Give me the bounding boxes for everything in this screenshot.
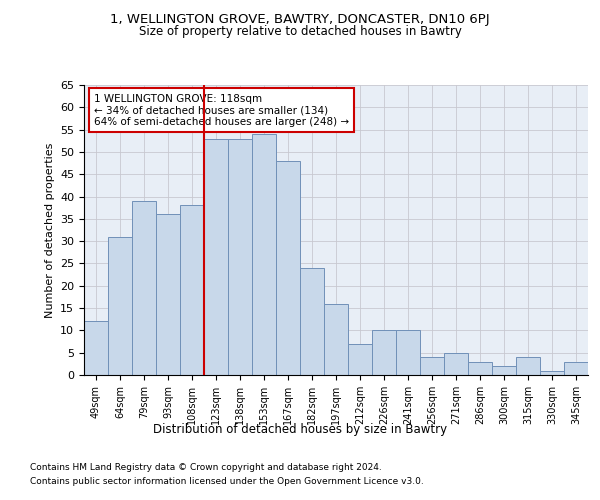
Bar bbox=[372, 330, 396, 375]
Text: Distribution of detached houses by size in Bawtry: Distribution of detached houses by size … bbox=[153, 422, 447, 436]
Bar bbox=[492, 366, 516, 375]
Bar bbox=[564, 362, 588, 375]
Bar bbox=[228, 138, 252, 375]
Bar bbox=[252, 134, 276, 375]
Bar bbox=[156, 214, 180, 375]
Bar bbox=[132, 201, 156, 375]
Bar bbox=[108, 236, 132, 375]
Text: Contains public sector information licensed under the Open Government Licence v3: Contains public sector information licen… bbox=[30, 478, 424, 486]
Bar bbox=[300, 268, 324, 375]
Bar bbox=[276, 161, 300, 375]
Text: Contains HM Land Registry data © Crown copyright and database right 2024.: Contains HM Land Registry data © Crown c… bbox=[30, 462, 382, 471]
Bar bbox=[420, 357, 444, 375]
Bar bbox=[444, 352, 468, 375]
Bar bbox=[348, 344, 372, 375]
Bar bbox=[540, 370, 564, 375]
Bar bbox=[516, 357, 540, 375]
Bar bbox=[468, 362, 492, 375]
Text: Size of property relative to detached houses in Bawtry: Size of property relative to detached ho… bbox=[139, 25, 461, 38]
Y-axis label: Number of detached properties: Number of detached properties bbox=[44, 142, 55, 318]
Bar bbox=[324, 304, 348, 375]
Text: 1, WELLINGTON GROVE, BAWTRY, DONCASTER, DN10 6PJ: 1, WELLINGTON GROVE, BAWTRY, DONCASTER, … bbox=[110, 12, 490, 26]
Text: 1 WELLINGTON GROVE: 118sqm
← 34% of detached houses are smaller (134)
64% of sem: 1 WELLINGTON GROVE: 118sqm ← 34% of deta… bbox=[94, 94, 349, 127]
Bar bbox=[180, 206, 204, 375]
Bar bbox=[396, 330, 420, 375]
Bar bbox=[204, 138, 228, 375]
Bar bbox=[84, 322, 108, 375]
